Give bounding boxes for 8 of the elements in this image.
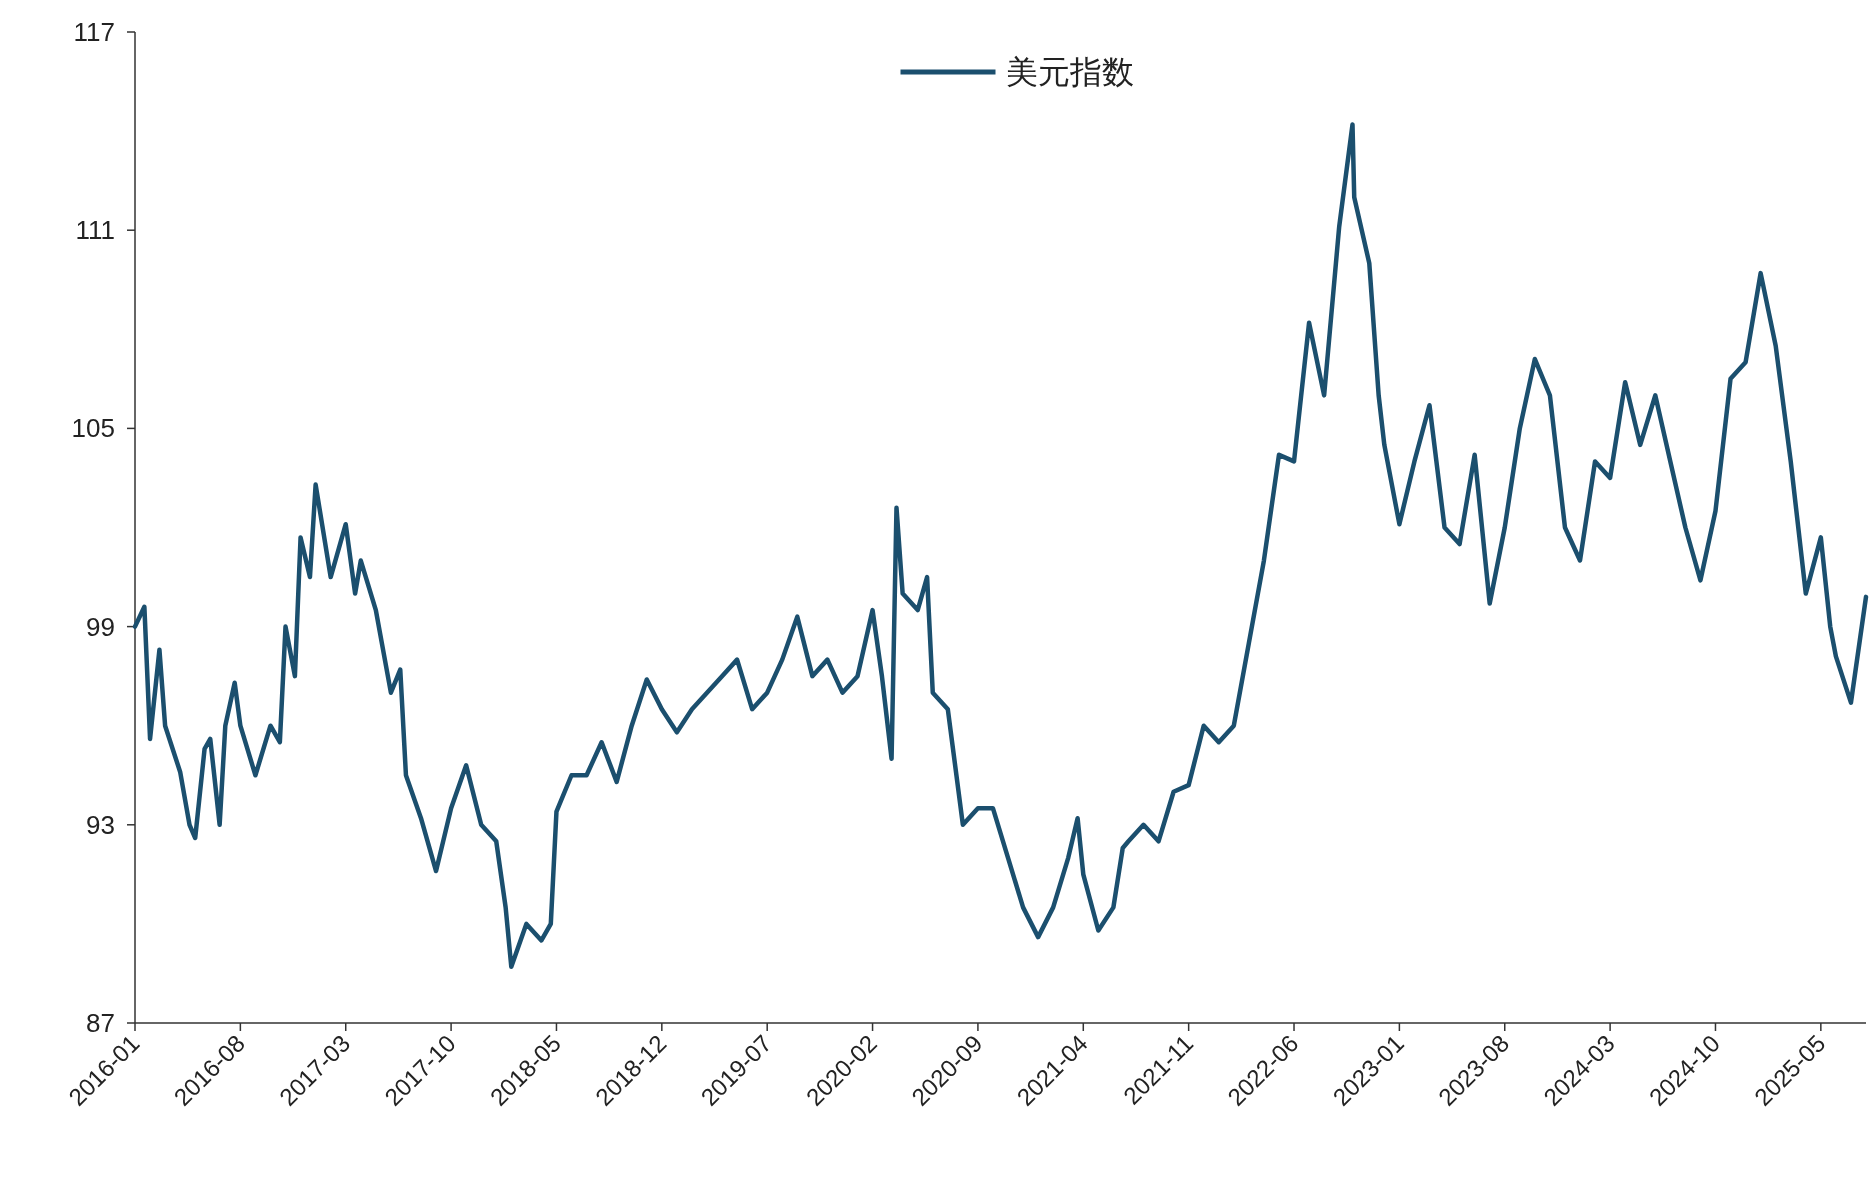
legend-label: 美元指数 bbox=[1005, 53, 1134, 91]
y-tick-label: 87 bbox=[86, 1008, 115, 1038]
line-series bbox=[132, 122, 1869, 970]
y-tick-label: 105 bbox=[71, 413, 115, 444]
y-tick-label: 111 bbox=[75, 215, 115, 246]
y-tick-label: 93 bbox=[86, 809, 115, 840]
y-tick-label: 99 bbox=[86, 611, 115, 642]
y-tick-label: 117 bbox=[73, 17, 115, 47]
